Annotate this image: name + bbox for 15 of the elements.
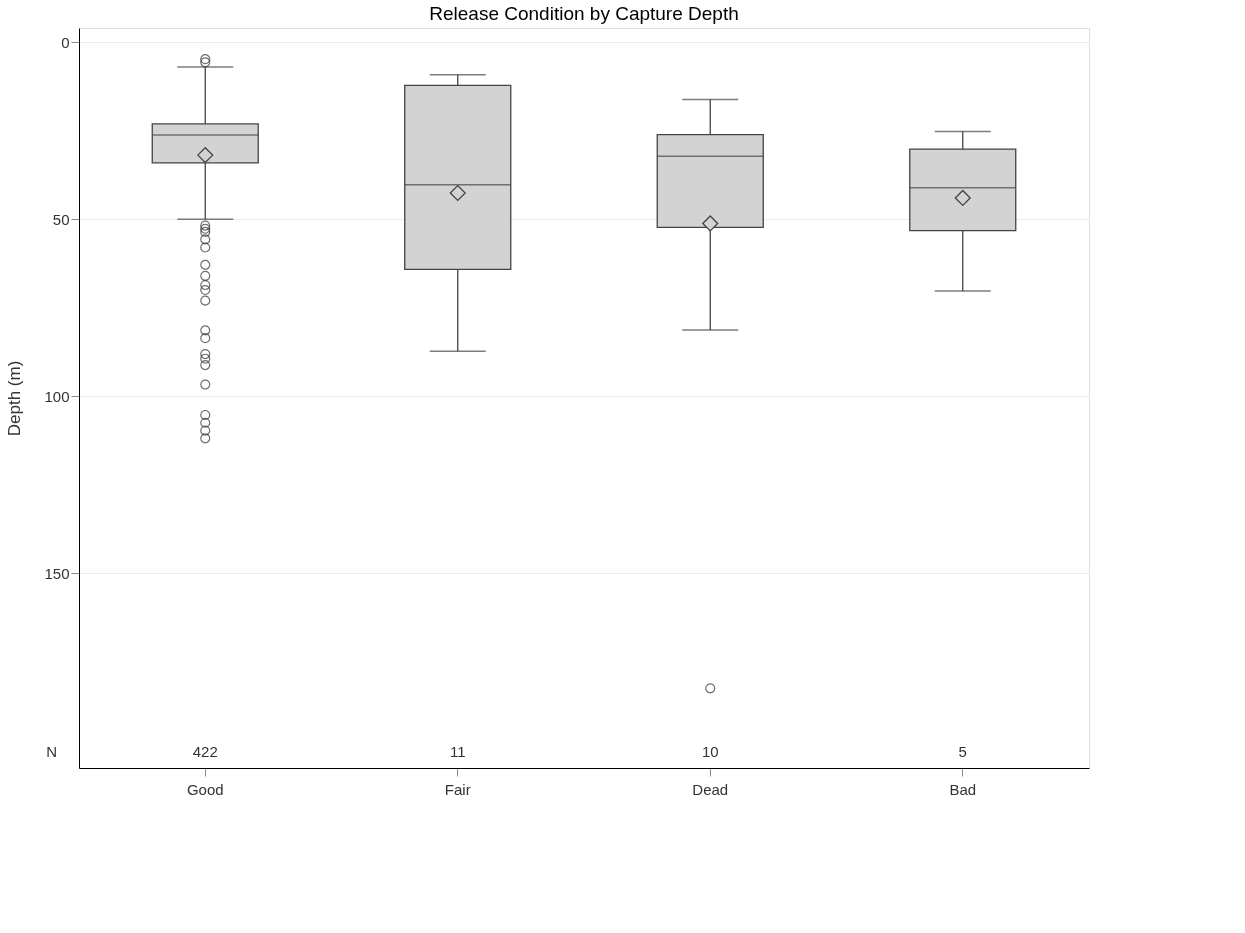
y-axis-title: Depth (m) (5, 360, 25, 437)
annotation: 422 (192, 743, 218, 760)
x-tick-label: Bad (949, 780, 977, 798)
annotation: 5 (958, 743, 967, 760)
y-tick-label: 0 (61, 33, 70, 51)
y-tick-label: 50 (52, 210, 70, 228)
annotation: 10 (701, 743, 719, 760)
text: N (46, 743, 57, 760)
y-tick-label: 100 (44, 387, 70, 405)
annotation: 11 (449, 743, 466, 760)
x-tick-label: Dead (692, 780, 729, 798)
x-tick-label: Good (186, 780, 224, 798)
y-tick-label: 150 (44, 564, 70, 582)
chart-title: Release Condition by Capture Depth (429, 3, 739, 24)
x-tick-label: Fair (444, 780, 471, 798)
